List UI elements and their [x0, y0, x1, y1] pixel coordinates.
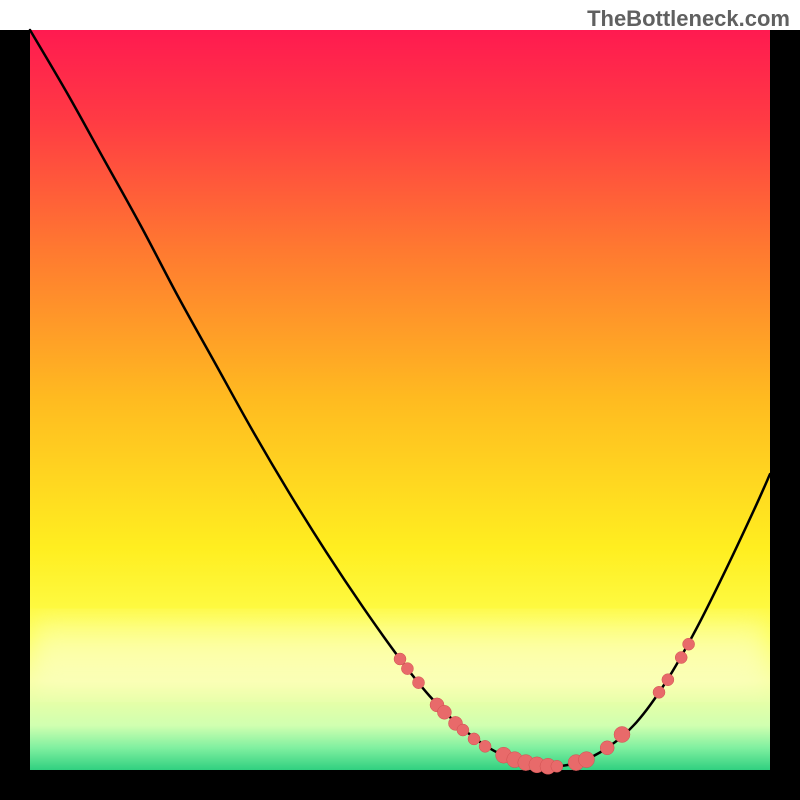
chart-svg — [0, 0, 800, 800]
chart-container: TheBottleneck.com — [0, 0, 800, 800]
watermark-text: TheBottleneck.com — [587, 6, 790, 32]
